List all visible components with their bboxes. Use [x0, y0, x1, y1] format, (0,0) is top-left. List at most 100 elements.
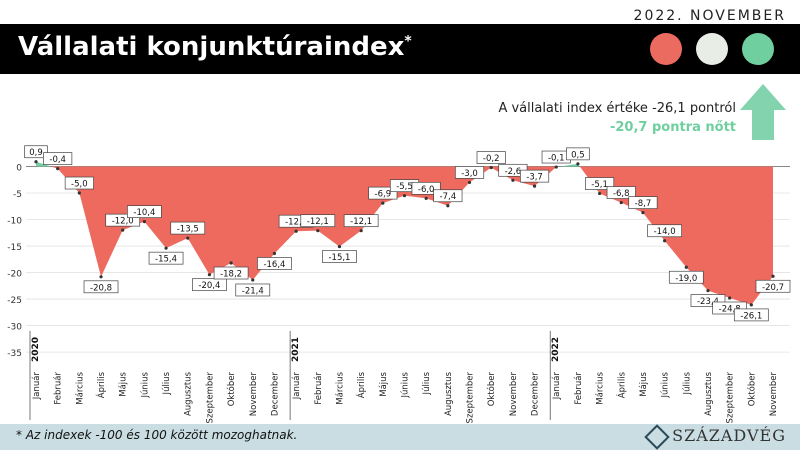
data-label: -5,5	[396, 182, 413, 192]
data-label-box	[343, 214, 379, 228]
x-tick-label: Október	[486, 371, 497, 406]
x-tick-label: Május	[379, 371, 389, 396]
data-label: -13,5	[177, 225, 199, 235]
data-label-box	[628, 196, 658, 209]
data-label: -2,6	[505, 167, 522, 177]
x-tick-label: Augusztus	[704, 371, 714, 416]
diamond-logo-icon	[644, 423, 670, 450]
up-arrow-icon	[740, 84, 786, 140]
data-label: -20,8	[90, 283, 112, 293]
data-label: -15,4	[155, 255, 177, 265]
data-label: -7,4	[440, 192, 457, 202]
x-tick-label: Március	[335, 371, 345, 404]
data-point	[164, 246, 168, 250]
data-point	[229, 261, 233, 265]
data-point	[749, 303, 753, 307]
data-point	[381, 201, 385, 205]
brand-name: SZÁZADVÉG	[672, 426, 786, 445]
x-tick-label: Szeptember	[205, 372, 215, 424]
data-label-box	[454, 166, 485, 179]
data-label: -24,8	[719, 305, 741, 315]
x-tick-label: November	[769, 371, 779, 416]
data-point	[142, 220, 146, 224]
data-point	[207, 273, 212, 277]
y-tick-label: -5	[13, 190, 22, 200]
data-label-box	[127, 205, 162, 219]
data-point	[34, 160, 38, 164]
x-tick-label: Február	[574, 372, 584, 405]
data-point	[186, 236, 190, 240]
data-point	[489, 165, 493, 170]
data-label-box	[411, 181, 441, 195]
data-label: -12,1	[307, 217, 329, 227]
x-tick-label: Május	[119, 371, 129, 396]
data-label: -5,0	[71, 180, 88, 190]
x-tick-label: Március	[596, 371, 606, 404]
data-label-box	[733, 308, 769, 322]
data-label: -16,4	[263, 260, 285, 270]
x-tick-label: Október	[226, 371, 237, 406]
data-point	[251, 278, 255, 282]
data-label: -12,2	[285, 218, 307, 228]
y-tick-label: -30	[7, 323, 22, 333]
data-label: -20,7	[762, 283, 784, 293]
x-tick-label: Július	[682, 371, 692, 395]
x-tick-label: Január	[292, 372, 302, 401]
data-label: -18,2	[220, 270, 242, 280]
page-title: Vállalati konjunktúraindex*	[18, 32, 412, 62]
x-tick-label: Július	[422, 371, 432, 395]
y-tick-label: -35	[7, 349, 22, 359]
x-tick-label: Április	[615, 371, 627, 398]
annotation-line-1: A vállalati index értéke -26,1 pontról	[498, 101, 736, 116]
x-tick-label: Július	[162, 371, 172, 395]
data-point	[77, 191, 81, 195]
y-tick-label: -25	[7, 296, 22, 306]
data-label: -0,4	[49, 155, 66, 165]
data-label: -3,0	[461, 169, 478, 179]
data-label-box	[148, 251, 184, 265]
data-point	[294, 229, 298, 233]
data-label-box	[300, 214, 336, 228]
data-label: -10,4	[133, 208, 155, 218]
y-tick-label: -15	[7, 243, 22, 253]
data-label-box	[368, 186, 398, 200]
data-label: -5,1	[591, 180, 608, 190]
data-label: -23,4	[697, 297, 719, 307]
badge-red-icon	[650, 33, 682, 65]
y-tick-label: -10	[7, 217, 22, 227]
x-tick-label: November	[249, 371, 259, 416]
data-label-box	[192, 278, 227, 292]
data-label: -15,1	[328, 253, 350, 263]
data-label: -0,2	[483, 154, 500, 164]
data-label-box	[755, 279, 791, 293]
data-label-box	[257, 257, 292, 270]
y-tick-label: 0	[16, 164, 22, 174]
x-tick-label: Október	[746, 371, 757, 406]
annotation-line-2: -20,7 pontra nőtt	[609, 120, 736, 135]
data-label: -19,0	[675, 274, 697, 284]
x-tick-label: Február	[54, 372, 64, 405]
data-label: 0,5	[571, 150, 585, 160]
data-point	[597, 191, 602, 196]
x-tick-label: Február	[314, 372, 324, 405]
data-label-box	[24, 145, 48, 159]
year-label: 2021	[291, 337, 301, 362]
data-point	[121, 228, 125, 232]
data-label: -20,4	[198, 281, 220, 291]
data-point	[467, 180, 472, 185]
brand-logo: SZÁZADVÉG	[644, 423, 786, 450]
data-point	[532, 184, 537, 188]
x-tick-label: Április	[95, 371, 107, 398]
data-label-box	[476, 151, 506, 164]
x-tick-label: Június	[661, 371, 671, 398]
data-point	[663, 239, 667, 243]
data-point	[272, 251, 277, 256]
data-point	[99, 275, 103, 279]
x-tick-label: Június	[140, 371, 150, 398]
data-label: -3,7	[526, 173, 543, 183]
data-point	[554, 165, 558, 169]
badge-green-icon	[742, 33, 774, 65]
data-label-box	[520, 169, 550, 183]
data-label-box	[566, 147, 590, 161]
data-label: 0,9	[29, 148, 43, 158]
